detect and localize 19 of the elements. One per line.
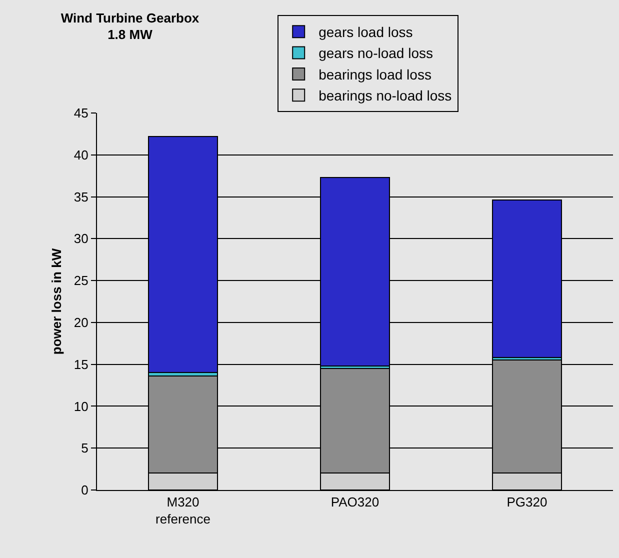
y-tick-label: 40 [74,147,88,162]
y-tick-label: 45 [74,106,88,121]
y-tick-label: 10 [74,398,88,414]
legend-label: gears no-load loss [318,45,434,62]
y-tick-label: 0 [81,482,88,498]
y-tick-label: 5 [81,440,88,456]
y-tick-label: 20 [74,314,88,330]
y-axis-title: power loss in kW [49,248,64,355]
chart-title: Wind Turbine Gearbox 1.8 MW [60,10,200,42]
y-tick-label: 35 [74,189,88,204]
y-tick-label: 15 [74,356,88,372]
x-tick-label: PG320 [506,494,548,510]
legend-label: gears load loss [318,24,413,40]
x-tick-label: PAO320 [330,494,380,510]
legend-label: bearings load loss [318,66,432,82]
x-tick-label: M320 reference [156,494,210,526]
y-tick-label: 25 [74,273,88,288]
legend-label: bearings no-load loss [318,88,452,104]
y-tick-label: 30 [74,231,88,246]
